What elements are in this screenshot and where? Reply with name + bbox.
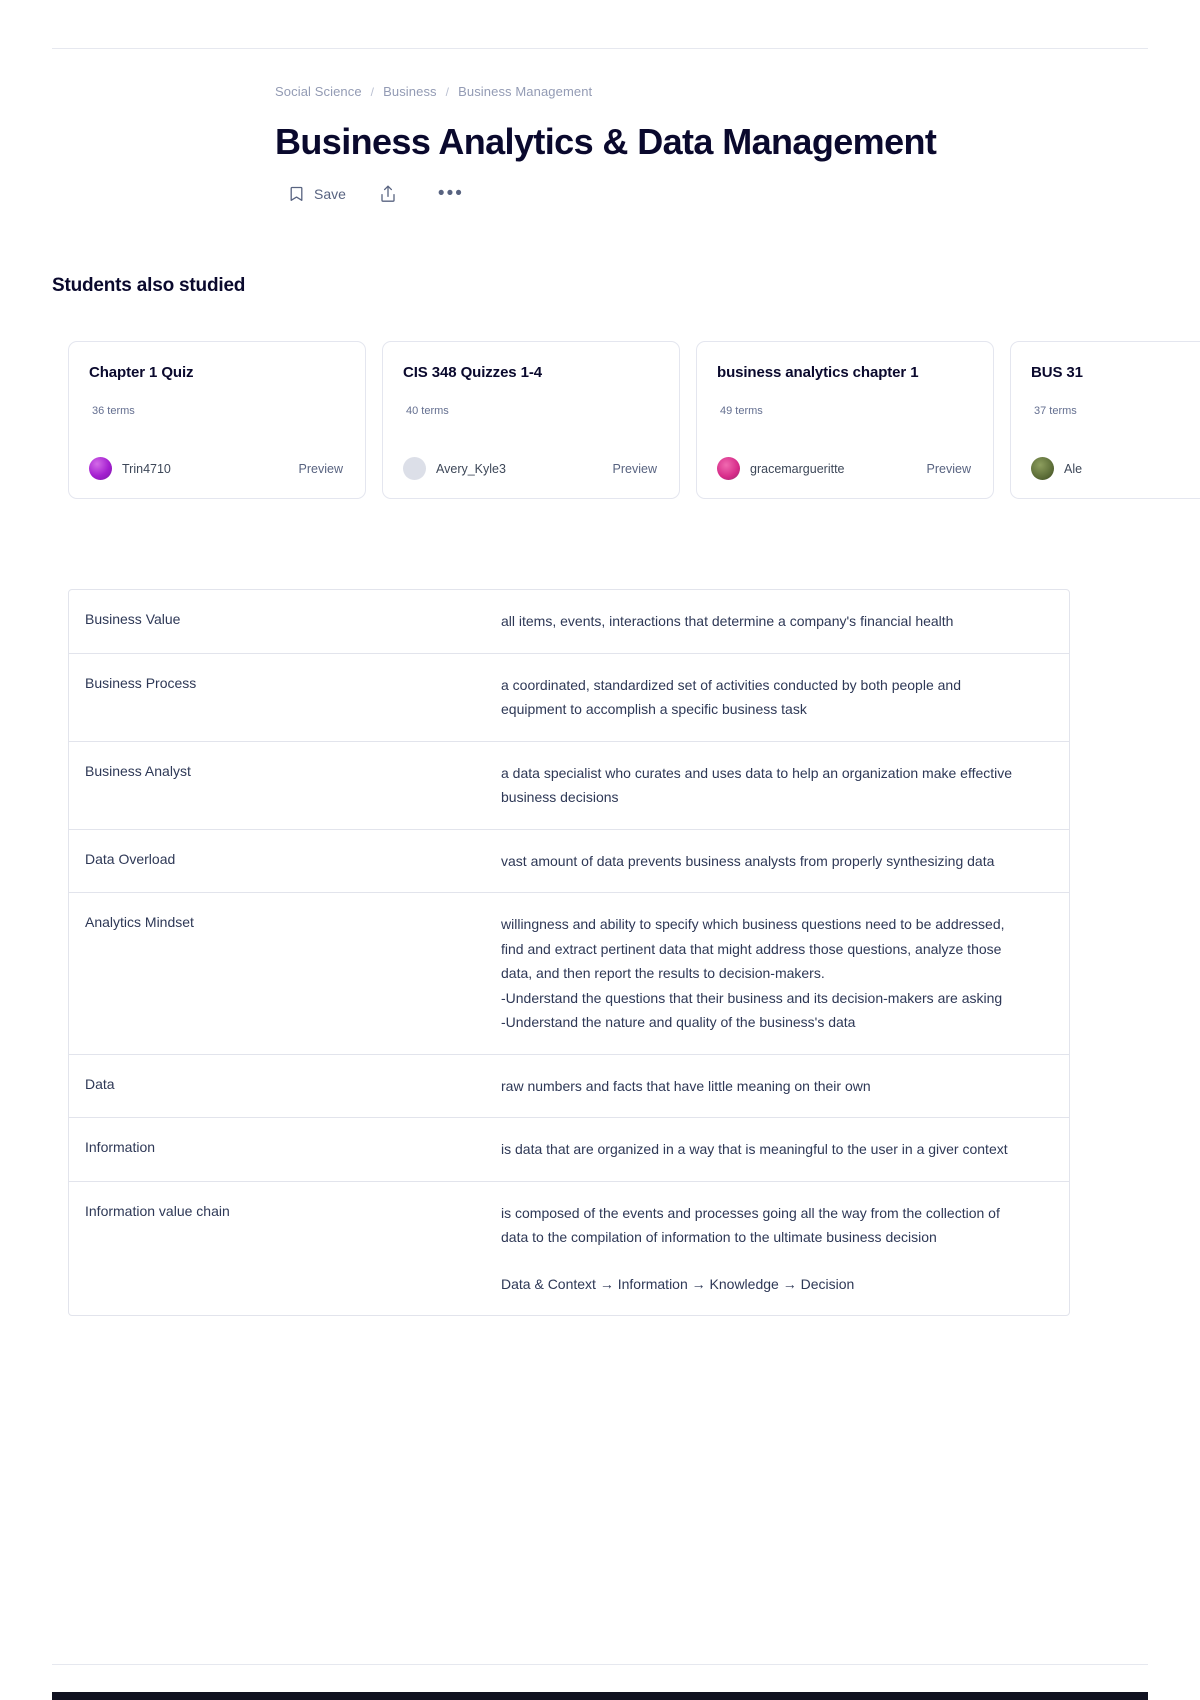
card-footer: gracemargueritte Preview <box>717 457 973 481</box>
breadcrumb: Social Science / Business / Business Man… <box>275 84 1200 99</box>
definition-line: business decisions <box>501 789 619 806</box>
avatar <box>403 457 426 481</box>
term-text: Information <box>85 1139 156 1156</box>
definition-text: is data that are organized in a way that… <box>489 1118 1069 1181</box>
definition-text: all items, events, interactions that det… <box>489 590 1069 653</box>
definition-text: raw numbers and facts that have little m… <box>489 1055 1069 1118</box>
header-actions: Save ••• <box>275 184 1200 203</box>
save-button[interactable]: Save <box>290 186 346 202</box>
avatar <box>717 457 740 481</box>
card-title: business analytics chapter 1 <box>717 364 919 382</box>
term-text: Data <box>85 1075 115 1092</box>
term-text: Business Analyst <box>85 762 191 779</box>
definition-text: a coordinated, standardized set of activ… <box>489 654 1069 741</box>
preview-button[interactable]: Preview <box>926 461 971 476</box>
avatar <box>89 457 112 481</box>
study-set-carousel: Chapter 1 Quiz 36 terms Trin4710 Preview… <box>68 341 1200 501</box>
card-author[interactable]: Trin4710 <box>89 457 171 481</box>
page-header: Social Science / Business / Business Man… <box>0 0 1200 203</box>
definition-line: find and extract pertinent data that mig… <box>501 940 1002 957</box>
study-set-card[interactable]: Chapter 1 Quiz 36 terms Trin4710 Preview <box>68 341 366 500</box>
definition-text: willingness and ability to specify which… <box>489 893 1069 1054</box>
card-title: Chapter 1 Quiz <box>89 364 194 382</box>
preview-button[interactable]: Preview <box>298 461 343 476</box>
definition-text: is composed of the events and processes … <box>489 1182 1069 1316</box>
definition-line: data to the compilation of information t… <box>501 1229 937 1246</box>
term-text: Business Value <box>85 611 181 628</box>
definition-text: vast amount of data prevents business an… <box>489 830 1069 893</box>
breadcrumb-item-social-science[interactable]: Social Science <box>275 84 362 99</box>
preview-button[interactable]: Preview <box>612 461 657 476</box>
table-row[interactable]: Information value chain is composed of t… <box>69 1182 1069 1316</box>
bottom-bar <box>52 1692 1148 1700</box>
bottom-divider <box>52 1664 1148 1665</box>
share-icon <box>380 185 396 203</box>
definition-line: a coordinated, standardized set of activ… <box>501 676 961 693</box>
bookmark-icon <box>290 186 303 202</box>
table-row[interactable]: Analytics Mindset willingness and abilit… <box>69 893 1069 1055</box>
definition-line: data, and then report the results to dec… <box>501 965 825 982</box>
author-name: Trin4710 <box>122 461 171 476</box>
author-name: Ale <box>1064 461 1083 476</box>
definition-text: a data specialist who curates and uses d… <box>489 742 1069 829</box>
top-divider <box>52 48 1148 49</box>
table-row[interactable]: Business Value all items, events, intera… <box>69 590 1069 654</box>
term-text: Business Process <box>85 674 197 691</box>
term-text: Analytics Mindset <box>85 914 194 931</box>
card-term-count: 40 terms <box>406 405 449 418</box>
term-text: Information value chain <box>85 1202 230 1219</box>
card-author[interactable]: Ale <box>1031 457 1083 481</box>
definition-line: vast amount of data prevents business an… <box>501 852 995 869</box>
breadcrumb-separator: / <box>445 84 450 99</box>
definition-spacer <box>501 1250 1053 1272</box>
definition-line: equipment to accomplish a specific busin… <box>501 701 807 718</box>
card-term-count: 36 terms <box>92 405 135 418</box>
card-term-count: 37 terms <box>1034 405 1077 418</box>
students-also-studied-section: Students also studied Chapter 1 Quiz 36 … <box>0 275 1200 501</box>
card-term-count: 49 terms <box>720 405 763 418</box>
card-title: BUS 31 <box>1031 364 1083 382</box>
definition-line: -Understand the nature and quality of th… <box>501 1014 856 1031</box>
definition-line: is composed of the events and processes … <box>501 1204 1000 1221</box>
table-row[interactable]: Data Overload vast amount of data preven… <box>69 830 1069 894</box>
more-options-button[interactable]: ••• <box>437 183 464 205</box>
avatar <box>1031 457 1054 481</box>
definition-line: all items, events, interactions that det… <box>501 613 954 630</box>
table-row[interactable]: Information is data that are organized i… <box>69 1118 1069 1182</box>
table-row[interactable]: Business Process a coordinated, standard… <box>69 654 1069 742</box>
card-author[interactable]: Avery_Kyle3 <box>403 457 506 481</box>
table-row[interactable]: Business Analyst a data specialist who c… <box>69 742 1069 830</box>
definition-line: raw numbers and facts that have little m… <box>501 1077 871 1094</box>
card-title: CIS 348 Quizzes 1-4 <box>403 364 542 382</box>
definition-line: is data that are organized in a way that… <box>501 1141 1008 1158</box>
author-name: gracemargueritte <box>750 461 845 476</box>
breadcrumb-separator: / <box>370 84 375 99</box>
breadcrumb-item-business-management[interactable]: Business Management <box>458 84 593 99</box>
page-title: Business Analytics & Data Management <box>275 121 937 162</box>
card-footer: Avery_Kyle3 Preview <box>403 457 659 481</box>
definition-line: -Understand the questions that their bus… <box>501 989 1003 1006</box>
breadcrumb-item-business[interactable]: Business <box>383 84 437 99</box>
study-set-card[interactable]: CIS 348 Quizzes 1-4 40 terms Avery_Kyle3… <box>382 341 680 500</box>
definition-value-chain-line: Data & Context → Information → Knowledge… <box>501 1275 855 1292</box>
study-set-card-list: Chapter 1 Quiz 36 terms Trin4710 Preview… <box>68 341 1200 500</box>
section-title: Students also studied <box>52 275 246 297</box>
study-set-card[interactable]: business analytics chapter 1 49 terms gr… <box>696 341 994 500</box>
save-label: Save <box>314 185 346 202</box>
definition-line: willingness and ability to specify which… <box>501 916 1005 933</box>
card-footer: Ale Preview <box>1031 457 1200 481</box>
card-author[interactable]: gracemargueritte <box>717 457 845 481</box>
study-set-card[interactable]: BUS 31 37 terms Ale Preview <box>1010 341 1200 500</box>
card-footer: Trin4710 Preview <box>89 457 345 481</box>
share-button[interactable] <box>380 185 396 203</box>
terms-table: Business Value all items, events, intera… <box>68 589 1070 1317</box>
author-name: Avery_Kyle3 <box>436 461 506 476</box>
term-text: Data Overload <box>85 850 176 867</box>
definition-line: a data specialist who curates and uses d… <box>501 764 1013 781</box>
table-row[interactable]: Data raw numbers and facts that have lit… <box>69 1055 1069 1119</box>
